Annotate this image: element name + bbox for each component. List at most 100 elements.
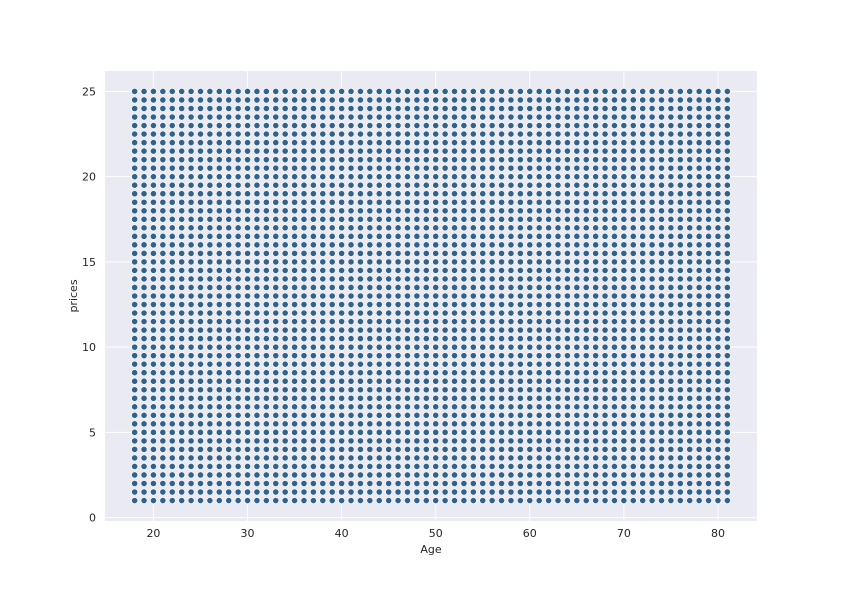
scatter-point [620,377,628,385]
scatter-point [272,198,280,206]
scatter-point [338,96,346,104]
scatter-point [150,403,157,411]
scatter-point [338,88,346,95]
scatter-point [357,122,364,129]
scatter-point [366,420,374,428]
scatter-point [705,343,712,351]
scatter-point [535,454,543,462]
scatter-point [611,96,618,104]
scatter-point [225,207,233,215]
scatter-point [150,394,157,402]
scatter-point [150,318,157,325]
scatter-point [206,343,214,351]
scatter-point [309,326,317,334]
scatter-point [554,249,562,257]
scatter-point [629,403,637,411]
scatter-point [272,173,280,181]
scatter-point [639,335,647,343]
scatter-point [291,292,298,300]
scatter-point [215,267,223,274]
scatter-point [140,224,148,232]
scatter-point [187,190,195,198]
scatter-point [582,258,590,266]
scatter-point [695,463,703,470]
scatter-point [366,224,374,232]
scatter-point [535,437,543,445]
scatter-point [516,190,524,198]
scatter-point [573,275,581,283]
scatter-point [676,113,684,121]
scatter-point [620,301,628,308]
scatter-point [357,343,364,351]
scatter-point [545,88,552,95]
scatter-point [328,497,336,504]
scatter-point [291,428,298,436]
scatter-point [639,88,647,95]
scatter-point [564,386,571,394]
scatter-point [554,190,562,198]
scatter-point [432,96,440,104]
scatter-point [215,309,223,317]
scatter-point [460,360,468,368]
scatter-point [300,480,308,487]
scatter-point [535,343,543,351]
scatter-point [498,113,505,121]
scatter-point [338,309,346,317]
scatter-point [432,437,440,445]
scatter-point [498,420,505,428]
scatter-point [639,309,647,317]
scatter-point [347,428,355,436]
scatter-point [131,232,139,240]
scatter-point [206,139,214,146]
scatter-point [554,122,562,129]
scatter-point [498,437,505,445]
scatter-point [629,411,637,419]
scatter-point [441,360,449,368]
scatter-point [451,275,458,283]
scatter-point [507,394,515,402]
scatter-point [347,463,355,470]
scatter-point [422,215,430,223]
scatter-point [695,275,703,283]
scatter-point [723,164,731,172]
scatter-point [705,113,712,121]
scatter-point [676,352,684,360]
scatter-point [404,309,411,317]
scatter-point [281,394,289,402]
scatter-point [215,207,223,215]
scatter-point [272,215,280,223]
scatter-point [262,411,270,419]
scatter-point [394,386,402,394]
scatter-point [178,224,186,232]
scatter-point [611,326,618,334]
scatter-point [140,343,148,351]
scatter-point [705,241,712,249]
scatter-point [658,122,665,129]
scatter-point [564,139,571,146]
scatter-point [168,207,176,215]
scatter-point [206,326,214,334]
scatter-point [168,411,176,419]
scatter-point [592,215,600,223]
scatter-point [451,420,458,428]
scatter-point [150,267,157,274]
scatter-point [573,224,581,232]
scatter-point [498,411,505,419]
scatter-point [197,139,204,146]
scatter-point [309,96,317,104]
scatter-point [535,88,543,95]
scatter-point [564,190,571,198]
scatter-point [404,105,411,112]
scatter-point [206,318,214,325]
scatter-point [723,309,731,317]
scatter-point [469,267,477,274]
scatter-point [422,377,430,385]
scatter-point [244,241,251,249]
scatter-point [648,224,656,232]
scatter-point [667,411,675,419]
scatter-point [705,471,712,479]
scatter-point [206,147,214,155]
scatter-point [714,122,722,129]
scatter-point [601,88,609,95]
